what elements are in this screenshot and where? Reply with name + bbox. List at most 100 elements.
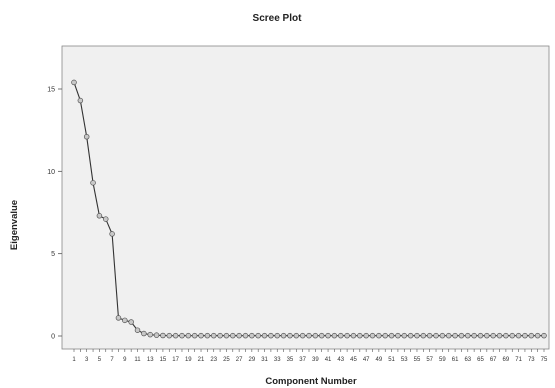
y-axis: 0 5 10 15 (47, 87, 62, 341)
data-point (274, 332, 280, 339)
data-point (426, 332, 433, 339)
x-tick-label: 25 (223, 357, 230, 363)
data-point (465, 332, 471, 339)
data-point (109, 231, 115, 237)
x-tick-label: 9 (123, 357, 127, 363)
x-tick-label: 7 (110, 357, 114, 363)
data-point (318, 332, 325, 339)
x-axis: 1 3 5 7 9 11 13 15 17 19 21 23 25 27 29 31 33 35 37 39 41 43 4… (72, 349, 548, 363)
data-point (452, 332, 458, 339)
data-point (268, 332, 274, 339)
x-tick-label: 11 (134, 357, 141, 363)
data-point (71, 79, 77, 86)
x-tick-label: 75 (541, 357, 548, 363)
data-point (484, 332, 490, 339)
data-point (344, 332, 350, 339)
data-point (363, 332, 369, 339)
data-point (534, 332, 541, 339)
eigenvalue-series (71, 79, 547, 339)
x-tick-label: 3 (85, 357, 89, 363)
x-tick-label: 29 (248, 357, 255, 363)
y-tick-label: 15 (47, 87, 55, 94)
plot-area (61, 45, 550, 350)
data-point (401, 332, 408, 339)
data-point (420, 332, 427, 339)
data-point (471, 332, 477, 339)
data-point (77, 97, 84, 104)
x-tick-label: 67 (490, 357, 497, 363)
data-point (179, 332, 185, 339)
x-tick-label: 63 (464, 357, 471, 363)
data-point (172, 332, 179, 339)
data-point (331, 332, 338, 339)
data-point (338, 332, 344, 339)
data-point (388, 332, 395, 339)
data-point (312, 332, 319, 339)
data-point (198, 332, 204, 339)
data-point (83, 134, 90, 140)
x-tick-label: 21 (198, 357, 205, 363)
data-point (395, 332, 401, 339)
x-tick-label: 39 (312, 357, 319, 363)
y-tick-label: 5 (51, 251, 55, 258)
data-point (509, 332, 515, 339)
data-point (96, 213, 103, 219)
data-point (242, 332, 249, 339)
x-tick-label: 31 (261, 357, 268, 363)
data-point (236, 332, 242, 339)
x-tick-label: 49 (376, 357, 383, 363)
data-point (128, 319, 134, 325)
x-tick-label: 33 (274, 357, 281, 363)
data-point (293, 332, 300, 339)
x-tick-label: 37 (299, 357, 306, 363)
x-tick-label: 27 (236, 357, 243, 363)
x-tick-label: 23 (210, 357, 217, 363)
data-point (439, 332, 446, 339)
data-point (503, 332, 509, 339)
data-point (376, 332, 382, 339)
data-point (382, 332, 388, 339)
chart-title: Scree Plot (253, 13, 303, 24)
x-tick-label: 53 (401, 357, 408, 363)
data-point (191, 332, 198, 339)
data-point (306, 332, 312, 339)
data-point (223, 332, 230, 339)
data-point (515, 332, 522, 339)
x-tick-label: 59 (439, 357, 446, 363)
data-point (147, 331, 153, 338)
data-point (541, 332, 547, 339)
data-point (496, 332, 503, 339)
x-tick-label: 43 (337, 357, 344, 363)
x-tick-label: 1 (72, 357, 76, 363)
data-point (522, 332, 528, 339)
data-point (115, 315, 122, 321)
y-axis-label: Eigenvalue (9, 200, 20, 250)
x-tick-label: 5 (98, 357, 102, 363)
data-point (357, 332, 363, 339)
data-point (160, 332, 166, 339)
x-tick-label: 65 (477, 357, 484, 363)
data-point (153, 332, 160, 338)
data-point (490, 332, 496, 339)
x-axis-label: Component Number (265, 376, 357, 387)
data-point (325, 332, 331, 339)
x-tick-label: 15 (160, 357, 167, 363)
y-tick-label: 0 (51, 334, 55, 341)
data-point (261, 332, 268, 339)
x-tick-label: 17 (172, 357, 179, 363)
data-point (299, 332, 306, 339)
data-point (166, 332, 173, 339)
x-tick-label: 51 (388, 357, 395, 363)
data-point (369, 332, 376, 339)
data-point (280, 332, 287, 339)
x-tick-label: 45 (350, 357, 357, 363)
x-tick-label: 35 (287, 357, 294, 363)
x-tick-label: 61 (452, 357, 459, 363)
y-tick-label: 10 (47, 169, 55, 176)
data-point (122, 317, 128, 324)
data-point (414, 332, 420, 339)
x-tick-label: 41 (325, 357, 332, 363)
data-point (204, 332, 211, 339)
data-point (458, 332, 465, 339)
